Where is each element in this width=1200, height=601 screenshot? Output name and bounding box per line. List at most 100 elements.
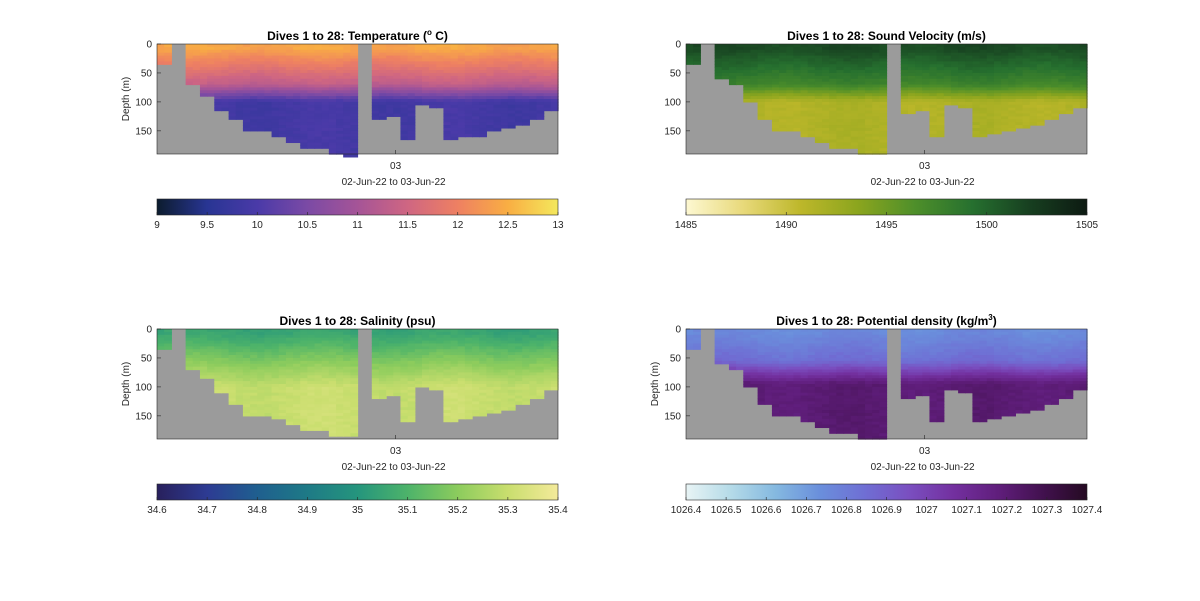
heatmap-cell xyxy=(786,116,795,120)
heatmap-cell xyxy=(314,119,323,123)
heatmap-cell xyxy=(1058,81,1067,86)
heatmap-cell xyxy=(336,404,344,408)
heatmap-cell xyxy=(164,340,172,345)
heatmap-cell xyxy=(185,360,194,365)
heatmap-cell xyxy=(814,119,823,123)
heatmap-cell xyxy=(814,372,823,376)
heatmap-cell xyxy=(457,49,466,54)
heatmap-cell xyxy=(472,125,480,129)
heatmap-cell xyxy=(843,329,852,333)
heatmap-cell xyxy=(857,151,866,155)
heatmap-cell xyxy=(929,49,938,54)
heatmap-cell xyxy=(450,96,459,100)
heatmap-cell xyxy=(479,119,487,123)
heatmap-cell xyxy=(522,99,530,103)
heatmap-cell xyxy=(800,410,809,414)
heatmap-cell xyxy=(271,122,280,126)
heatmap-cell xyxy=(822,78,830,83)
heatmap-cell xyxy=(421,70,430,74)
heatmap-cell xyxy=(257,360,266,365)
heatmap-cell xyxy=(929,110,938,115)
heatmap-cell xyxy=(371,392,380,397)
heatmap-cell xyxy=(857,340,866,345)
heatmap-cell xyxy=(257,404,266,408)
heatmap-cell xyxy=(872,81,880,86)
heatmap-cell xyxy=(793,398,802,402)
heatmap-cell xyxy=(771,104,780,109)
heatmap-cell xyxy=(199,375,208,379)
heatmap-cell xyxy=(800,386,809,391)
heatmap-cell xyxy=(278,64,287,68)
heatmap-cell xyxy=(779,349,787,353)
heatmap-cell xyxy=(407,395,416,400)
heatmap-cell xyxy=(472,357,480,362)
heatmap-cell xyxy=(793,99,802,103)
heatmap-cell xyxy=(814,44,823,48)
heatmap-cell xyxy=(1051,81,1059,86)
heatmap-cell xyxy=(879,52,888,57)
heatmap-cell xyxy=(192,346,201,350)
heatmap-cell xyxy=(1029,107,1038,112)
heatmap-cell xyxy=(472,67,480,71)
heatmap-cell xyxy=(336,375,344,379)
heatmap-cell xyxy=(543,107,552,112)
heatmap-cell xyxy=(757,113,766,117)
heatmap-cell xyxy=(307,64,316,68)
heatmap-cell xyxy=(872,96,880,100)
heatmap-cell xyxy=(915,58,923,62)
heatmap-cell xyxy=(328,369,337,374)
heatmap-cell xyxy=(400,90,409,94)
heatmap-cell xyxy=(950,58,959,62)
heatmap-cell xyxy=(199,46,208,51)
heatmap-cell xyxy=(479,110,487,115)
heatmap-cell xyxy=(271,81,280,86)
heatmap-cell xyxy=(829,101,837,106)
heatmap-cell xyxy=(1036,70,1045,74)
heatmap-cell xyxy=(779,401,787,405)
heatmap-cell xyxy=(336,49,344,54)
heatmap-cell xyxy=(743,349,752,353)
heatmap-cell xyxy=(414,331,423,336)
heatmap-cell xyxy=(336,346,344,350)
heatmap-cell xyxy=(500,70,509,74)
heatmap-cell xyxy=(192,329,201,333)
heatmap-cell xyxy=(350,70,359,74)
heatmap-cell xyxy=(814,122,823,126)
heatmap-cell xyxy=(350,55,359,60)
heatmap-cell xyxy=(714,349,723,353)
heatmap-cell xyxy=(386,389,394,394)
heatmap-cell xyxy=(493,389,502,394)
heatmap-cell xyxy=(814,127,823,132)
heatmap-cell xyxy=(757,395,766,400)
heatmap-cell xyxy=(185,58,194,62)
heatmap-cell xyxy=(343,78,351,83)
heatmap-cell xyxy=(507,55,516,60)
heatmap-cell xyxy=(929,127,938,132)
heatmap-cell xyxy=(843,84,852,89)
heatmap-cell xyxy=(507,116,516,120)
heatmap-cell xyxy=(958,101,966,106)
heatmap-cell xyxy=(336,142,344,146)
heatmap-cell xyxy=(771,75,780,80)
heatmap-cell xyxy=(242,61,251,65)
heatmap-cell xyxy=(693,346,701,350)
heatmap-cell xyxy=(543,329,552,333)
heatmap-cell xyxy=(414,99,423,103)
heatmap-cell xyxy=(872,360,880,365)
heatmap-cell xyxy=(771,363,780,368)
heatmap-cell xyxy=(865,90,873,94)
heatmap-cell xyxy=(443,70,452,74)
heatmap-cell xyxy=(321,127,330,132)
heatmap-cell xyxy=(493,110,502,115)
heatmap-cell xyxy=(693,334,701,339)
heatmap-cell xyxy=(278,70,287,74)
heatmap-cell xyxy=(1022,49,1031,54)
heatmap-cell xyxy=(979,81,988,86)
heatmap-cell xyxy=(371,70,380,74)
heatmap-cell xyxy=(300,46,308,51)
heatmap-cell xyxy=(464,386,473,391)
heatmap-cell xyxy=(464,331,473,336)
heatmap-cell xyxy=(314,44,323,48)
heatmap-cell xyxy=(479,78,487,83)
heatmap-cell xyxy=(343,381,351,385)
